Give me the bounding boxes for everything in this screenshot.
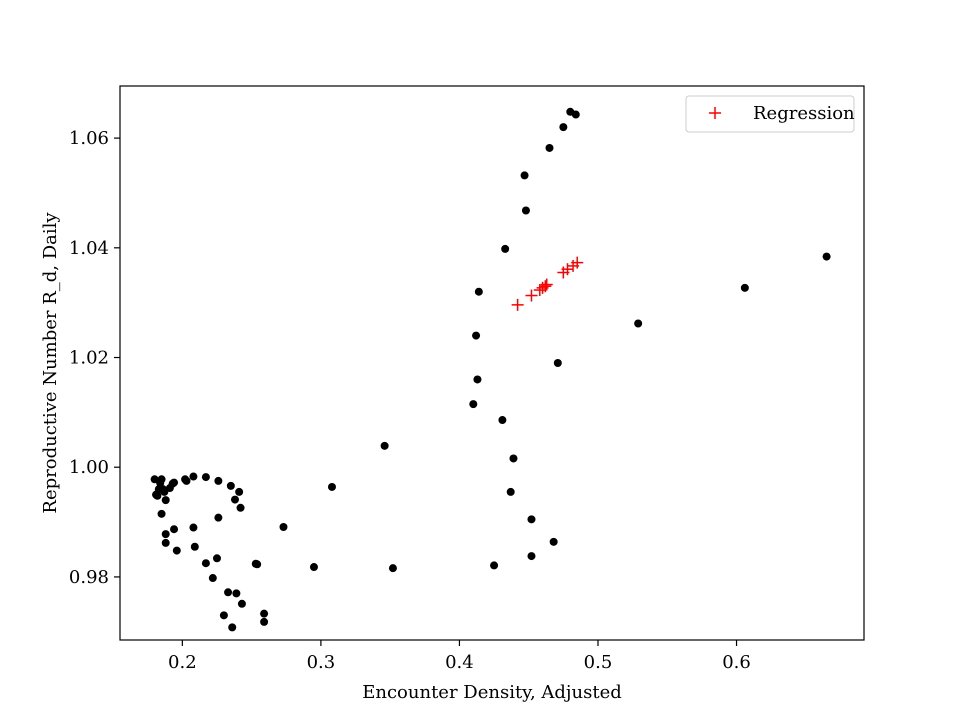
data-point [509, 454, 518, 463]
data-point [224, 588, 233, 597]
data-point [740, 283, 749, 292]
data-point [219, 611, 228, 620]
data-point [237, 599, 246, 608]
x-tick-label: 0.4 [445, 652, 474, 673]
data-point [553, 359, 562, 367]
data-point [190, 542, 199, 551]
data-point [472, 331, 481, 340]
data-point [189, 523, 198, 532]
data-point [260, 609, 269, 618]
legend: Regression [685, 95, 855, 133]
data-point [172, 546, 181, 555]
data-point [309, 563, 318, 572]
data-point [634, 319, 643, 328]
plot-background [120, 86, 864, 640]
data-point [474, 287, 483, 296]
data-point [232, 589, 241, 598]
regression-point [525, 289, 538, 302]
data-point [469, 400, 478, 409]
data-point [260, 617, 269, 626]
data-point [157, 475, 166, 484]
data-point [189, 472, 198, 481]
data-point [228, 623, 237, 632]
data-point [527, 515, 536, 524]
data-point [253, 560, 262, 569]
data-point [236, 503, 245, 512]
regression-point [540, 278, 553, 291]
data-point [153, 491, 162, 500]
regression-point [511, 298, 524, 311]
data-point [559, 123, 568, 132]
data-point [182, 476, 191, 485]
data-point [388, 564, 397, 573]
y-axis-label: Reproductive Number R_d, Daily [40, 212, 61, 514]
data-point [549, 537, 558, 546]
legend-entry-regression: Regression [753, 103, 855, 124]
data-point [506, 487, 515, 496]
data-point [214, 476, 223, 485]
y-tick-label: 1.04 [69, 238, 109, 259]
x-tick-label: 0.6 [722, 652, 751, 673]
legend-box [685, 95, 855, 133]
plot-frame [119, 85, 865, 641]
y-tick-label: 0.98 [69, 567, 109, 588]
data-point [201, 559, 210, 568]
y-tick-label: 1.00 [69, 457, 109, 478]
data-point [214, 513, 223, 522]
data-point [520, 171, 529, 180]
x-axis-label: Encounter Density, Adjusted [362, 682, 622, 703]
data-point [527, 552, 536, 561]
data-point [161, 530, 170, 539]
x-tick-label: 0.3 [307, 652, 336, 673]
data-point [473, 375, 482, 384]
data-point [226, 481, 235, 490]
x-axis-ticks: 0.2 0.3 0.4 0.5 0.6 [168, 640, 751, 673]
data-point [490, 561, 499, 570]
data-point [161, 496, 170, 505]
data-point [571, 110, 580, 119]
data-point [212, 554, 221, 563]
y-tick-label: 1.02 [69, 348, 109, 369]
regression-point [571, 256, 584, 269]
data-point [157, 509, 166, 518]
x-tick-label: 0.2 [168, 652, 197, 673]
data-point [161, 538, 170, 547]
data-point [170, 478, 179, 487]
data-point [235, 487, 244, 496]
data-point [170, 525, 179, 534]
legend-marker-plus [709, 107, 721, 119]
regression-point [539, 280, 552, 293]
data-point [230, 495, 239, 504]
data-point [201, 473, 210, 482]
data-point [545, 143, 554, 152]
data-point [521, 206, 530, 215]
y-axis-ticks: 0.98 1.00 1.02 1.04 1.06 [69, 128, 120, 588]
data-point [822, 252, 831, 261]
y-tick-label: 1.06 [69, 128, 109, 149]
data-point [208, 574, 217, 583]
data-point [279, 523, 288, 532]
data-point [380, 441, 389, 450]
data-point [327, 482, 336, 491]
x-tick-label: 0.5 [584, 652, 613, 673]
data-point [498, 416, 507, 425]
data-points [150, 107, 831, 632]
data-point [501, 244, 510, 253]
